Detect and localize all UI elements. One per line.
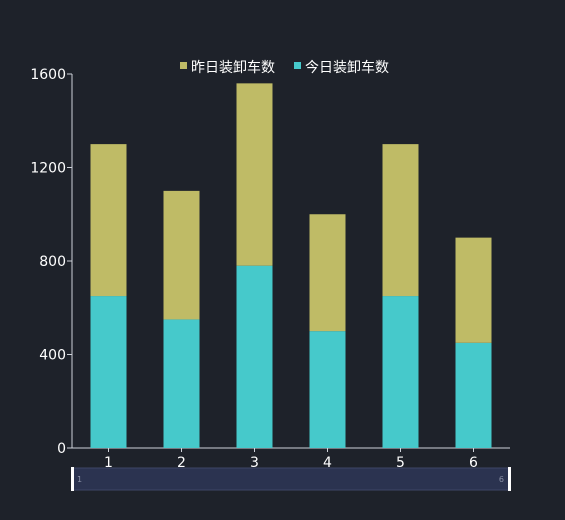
legend-item[interactable]: 今日装卸车数 xyxy=(294,59,389,76)
x-tick-label: 5 xyxy=(396,455,405,471)
legend-item[interactable]: 昨日装卸车数 xyxy=(180,59,275,76)
bar-today-4[interactable] xyxy=(309,331,346,448)
bar-today-1[interactable] xyxy=(90,296,127,448)
bar-today-6[interactable] xyxy=(455,342,492,448)
x-tick-label: 1 xyxy=(104,455,113,471)
legend-label: 今日装卸车数 xyxy=(305,59,389,76)
bar-today-3[interactable] xyxy=(236,265,273,448)
y-tick-label: 1600 xyxy=(30,67,66,83)
bar-today-5[interactable] xyxy=(382,296,419,448)
bar-today-2[interactable] xyxy=(163,319,200,448)
bar-yesterday-3[interactable] xyxy=(236,83,273,266)
zoom-track xyxy=(71,467,511,491)
x-tick-label: 6 xyxy=(469,455,478,471)
bar-yesterday-1[interactable] xyxy=(90,144,127,297)
y-tick-label: 0 xyxy=(57,441,66,457)
bars xyxy=(90,83,492,448)
axes: 0 400 800 1200 1600 1 2 3 4 5 6 xyxy=(30,67,510,471)
legend-swatch xyxy=(294,62,301,69)
legend[interactable]: 昨日装卸车数 今日装卸车数 xyxy=(180,59,389,76)
x-tick-label: 3 xyxy=(250,455,259,471)
bar-yesterday-6[interactable] xyxy=(455,237,492,343)
bar-yesterday-4[interactable] xyxy=(309,214,346,332)
y-tick-label: 800 xyxy=(39,254,66,270)
zoom-end-label: 6 xyxy=(499,475,504,484)
bar-yesterday-2[interactable] xyxy=(163,190,200,320)
zoom-end-handle[interactable] xyxy=(508,467,511,491)
x-tick-label: 2 xyxy=(177,455,186,471)
x-tick-label: 4 xyxy=(323,455,332,471)
legend-label: 昨日装卸车数 xyxy=(191,59,275,76)
bar-yesterday-5[interactable] xyxy=(382,144,419,297)
legend-swatch xyxy=(180,62,187,69)
y-tick-label: 1200 xyxy=(30,161,66,177)
y-tick-label: 400 xyxy=(39,348,66,364)
zoom-start-handle[interactable] xyxy=(71,467,74,491)
zoom-start-label: 1 xyxy=(77,475,82,484)
